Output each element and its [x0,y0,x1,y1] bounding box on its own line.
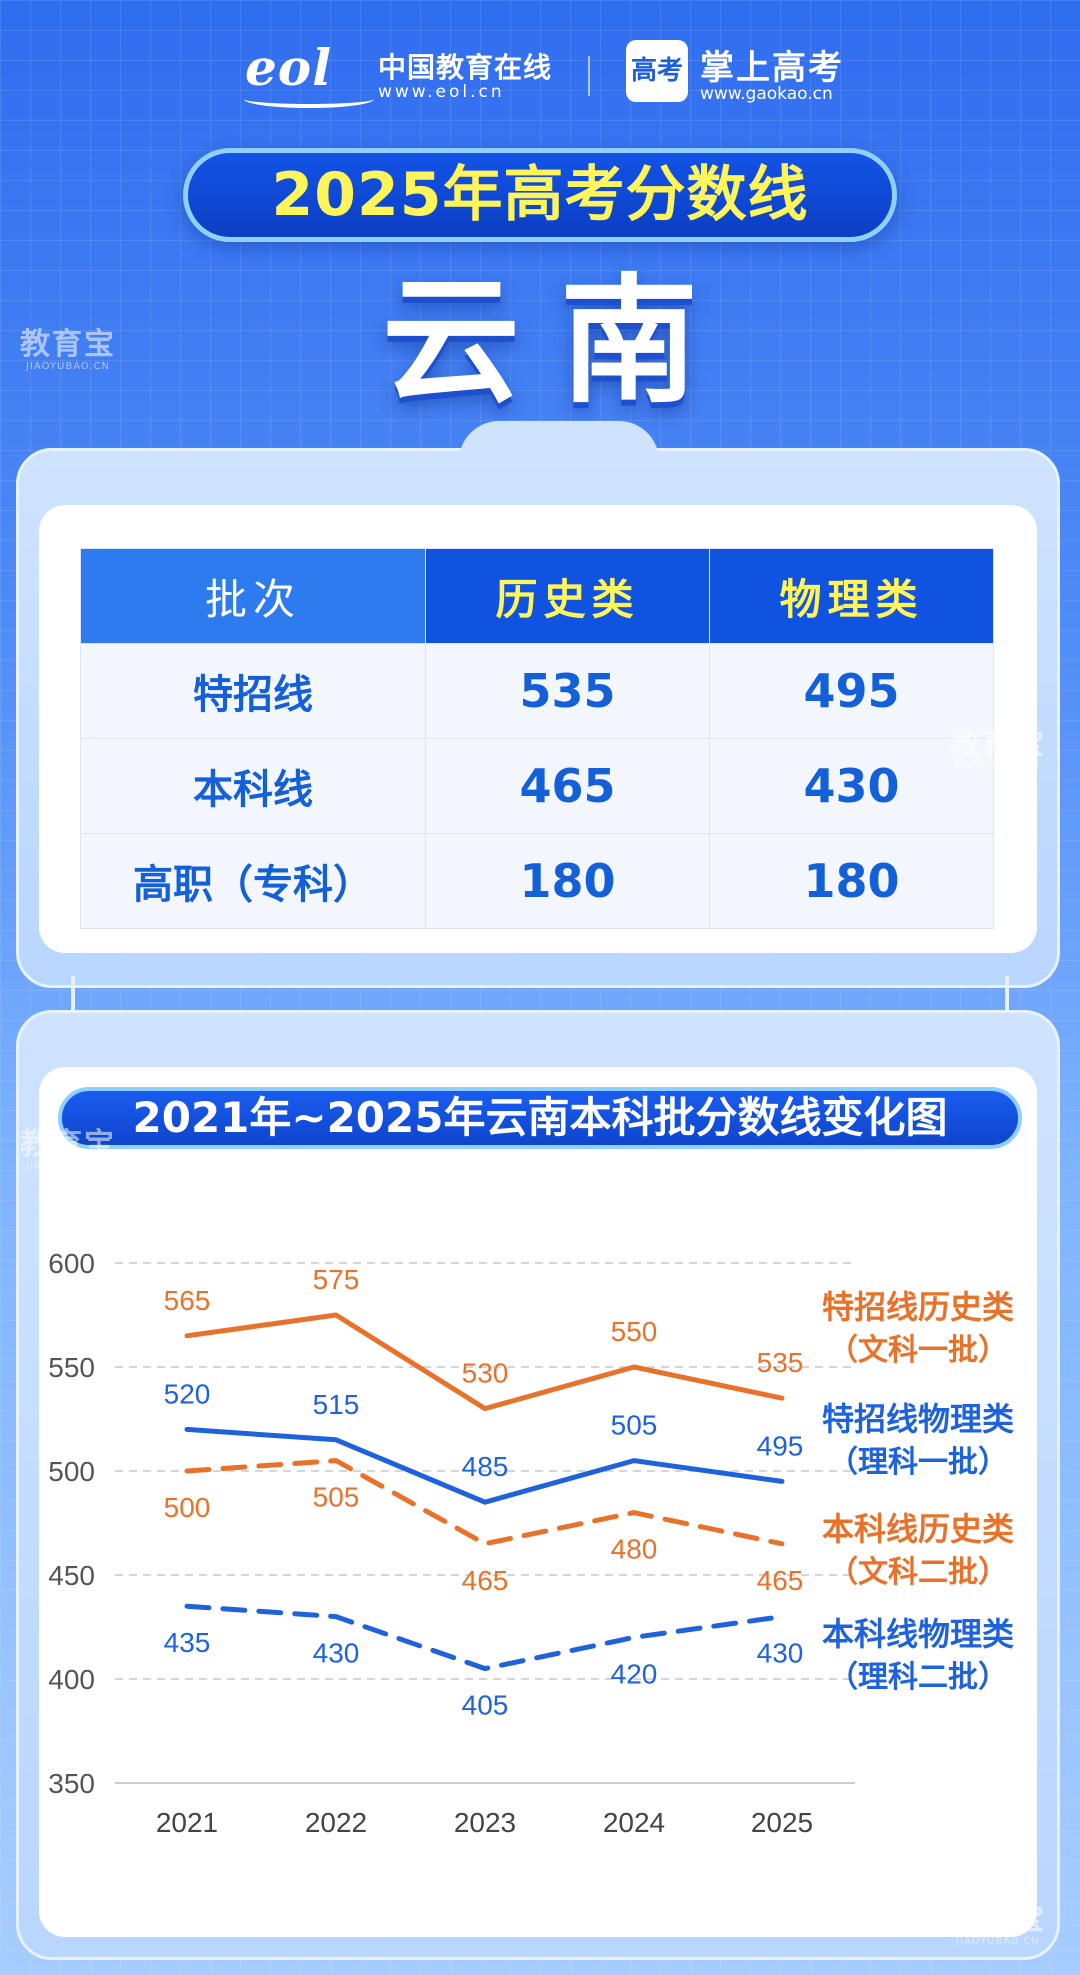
series-name: 特招线物理类 [822,1400,1014,1438]
watermark-text: 教育宝 [20,1127,116,1162]
y-tick-label: 400 [48,1664,95,1695]
data-label: 500 [164,1492,211,1523]
y-tick-label: 500 [48,1456,95,1487]
series-line [184,1603,785,1672]
watermark: 教育宝 JIAOYUBAO.CN [950,730,1046,772]
x-tick-label: 2022 [305,1807,367,1838]
series-name: 本科线历史类 [822,1510,1014,1548]
series-subname: （理科二批） [828,1660,1008,1695]
series-line [184,1312,785,1412]
watermark-url: JIAOYUBAO.CN [956,761,1040,772]
data-label: 435 [164,1627,211,1658]
physics-score-cell: 430 [709,738,994,834]
gaokao-brand-name: 掌上高考 [700,48,844,88]
data-label: 550 [611,1316,658,1347]
score-table: 批次 历史类 物理类 特招线 535 495 本科线 465 430 高职（专科… [80,548,994,929]
data-label: 430 [757,1638,804,1669]
series-name: 特招线历史类 [822,1288,1014,1326]
data-label: 530 [462,1358,509,1389]
data-label: 515 [313,1389,360,1420]
gaokao-brand-url: www.gaokao.cn [700,84,833,104]
physics-score-cell: 495 [709,643,994,739]
data-label: 495 [757,1430,804,1461]
data-label: 405 [462,1690,509,1721]
watermark: 教育宝 JIAOYUBAO.CN [20,1130,116,1172]
series-name: 本科线物理类 [822,1615,1014,1653]
eol-swoosh [244,90,374,108]
data-label: 430 [313,1638,360,1669]
header-physics: 物理类 [709,548,994,644]
watermark: 教育宝 JIAOYUBAO.CN [950,1905,1046,1947]
watermark: 教育宝 JIAOYUBAO.CN [20,330,116,372]
data-label: 505 [313,1482,360,1513]
series-subname: （理科一批） [828,1445,1008,1480]
watermark-url: JIAOYUBAO.CN [26,1161,110,1172]
chart-title-banner: 2021年~2025年云南本科批分数线变化图 [58,1087,1022,1149]
x-tick-label: 2021 [156,1807,218,1838]
header-logos: eol 中国教育在线 www.eol.cn 高考 掌上高考 www.gaokao… [0,36,1080,108]
data-label: 485 [462,1451,509,1482]
x-tick-label: 2024 [603,1807,665,1838]
eol-brand-name: 中国教育在线 [378,51,553,84]
table-row: 高职（专科） 180 180 [80,833,994,929]
table-header-row: 批次 历史类 物理类 [80,548,994,644]
province-name: 云南 [381,261,738,422]
y-tick-label: 600 [48,1248,95,1279]
physics-score-cell: 180 [709,833,994,929]
series-subname: （文科一批） [828,1333,1008,1368]
data-label: 465 [462,1565,509,1596]
eol-brand-url: www.eol.cn [378,82,505,102]
y-tick-label: 550 [48,1352,95,1383]
y-tick-label: 450 [48,1560,95,1591]
card-connector [1005,976,1009,1042]
data-label: 420 [611,1658,658,1689]
logo-divider [588,56,590,96]
series-subname: （文科二批） [828,1555,1008,1590]
data-label: 465 [757,1565,804,1596]
data-label: 505 [611,1410,658,1441]
series-line [184,1426,785,1505]
watermark-text: 教育宝 [950,1902,1046,1937]
gaokao-logo-icon: 高考 [626,40,688,102]
chart-card [16,1010,1060,1960]
watermark-url: JIAOYUBAO.CN [956,1936,1040,1947]
series-line [184,1458,785,1547]
data-label: 535 [757,1347,804,1378]
chart-title: 2021年~2025年云南本科批分数线变化图 [132,1093,948,1142]
card-notch [459,421,659,461]
data-label: 480 [611,1534,658,1565]
data-label: 575 [313,1264,360,1295]
table-row: 特招线 535 495 [80,643,994,739]
history-score-cell: 180 [425,833,710,929]
watermark-text: 教育宝 [20,327,116,362]
history-score-cell: 535 [425,643,710,739]
card-connector [71,976,75,1042]
x-tick-label: 2025 [751,1807,813,1838]
batch-cell: 高职（专科） [80,833,426,929]
x-tick-label: 2023 [454,1807,516,1838]
chart-card-inner [39,1067,1037,1937]
watermark-url: JIAOYUBAO.CN [26,361,110,372]
header-history: 历史类 [425,548,710,644]
y-tick-label: 350 [48,1768,95,1799]
data-label: 565 [164,1285,211,1316]
banner-title: 2025年高考分数线 [271,160,809,230]
batch-cell: 本科线 [80,738,426,834]
batch-cell: 特招线 [80,643,426,739]
eol-logo: eol [245,38,333,97]
watermark-text: 教育宝 [950,727,1046,762]
title-banner: 2025年高考分数线 [183,148,897,242]
data-label: 520 [164,1378,211,1409]
